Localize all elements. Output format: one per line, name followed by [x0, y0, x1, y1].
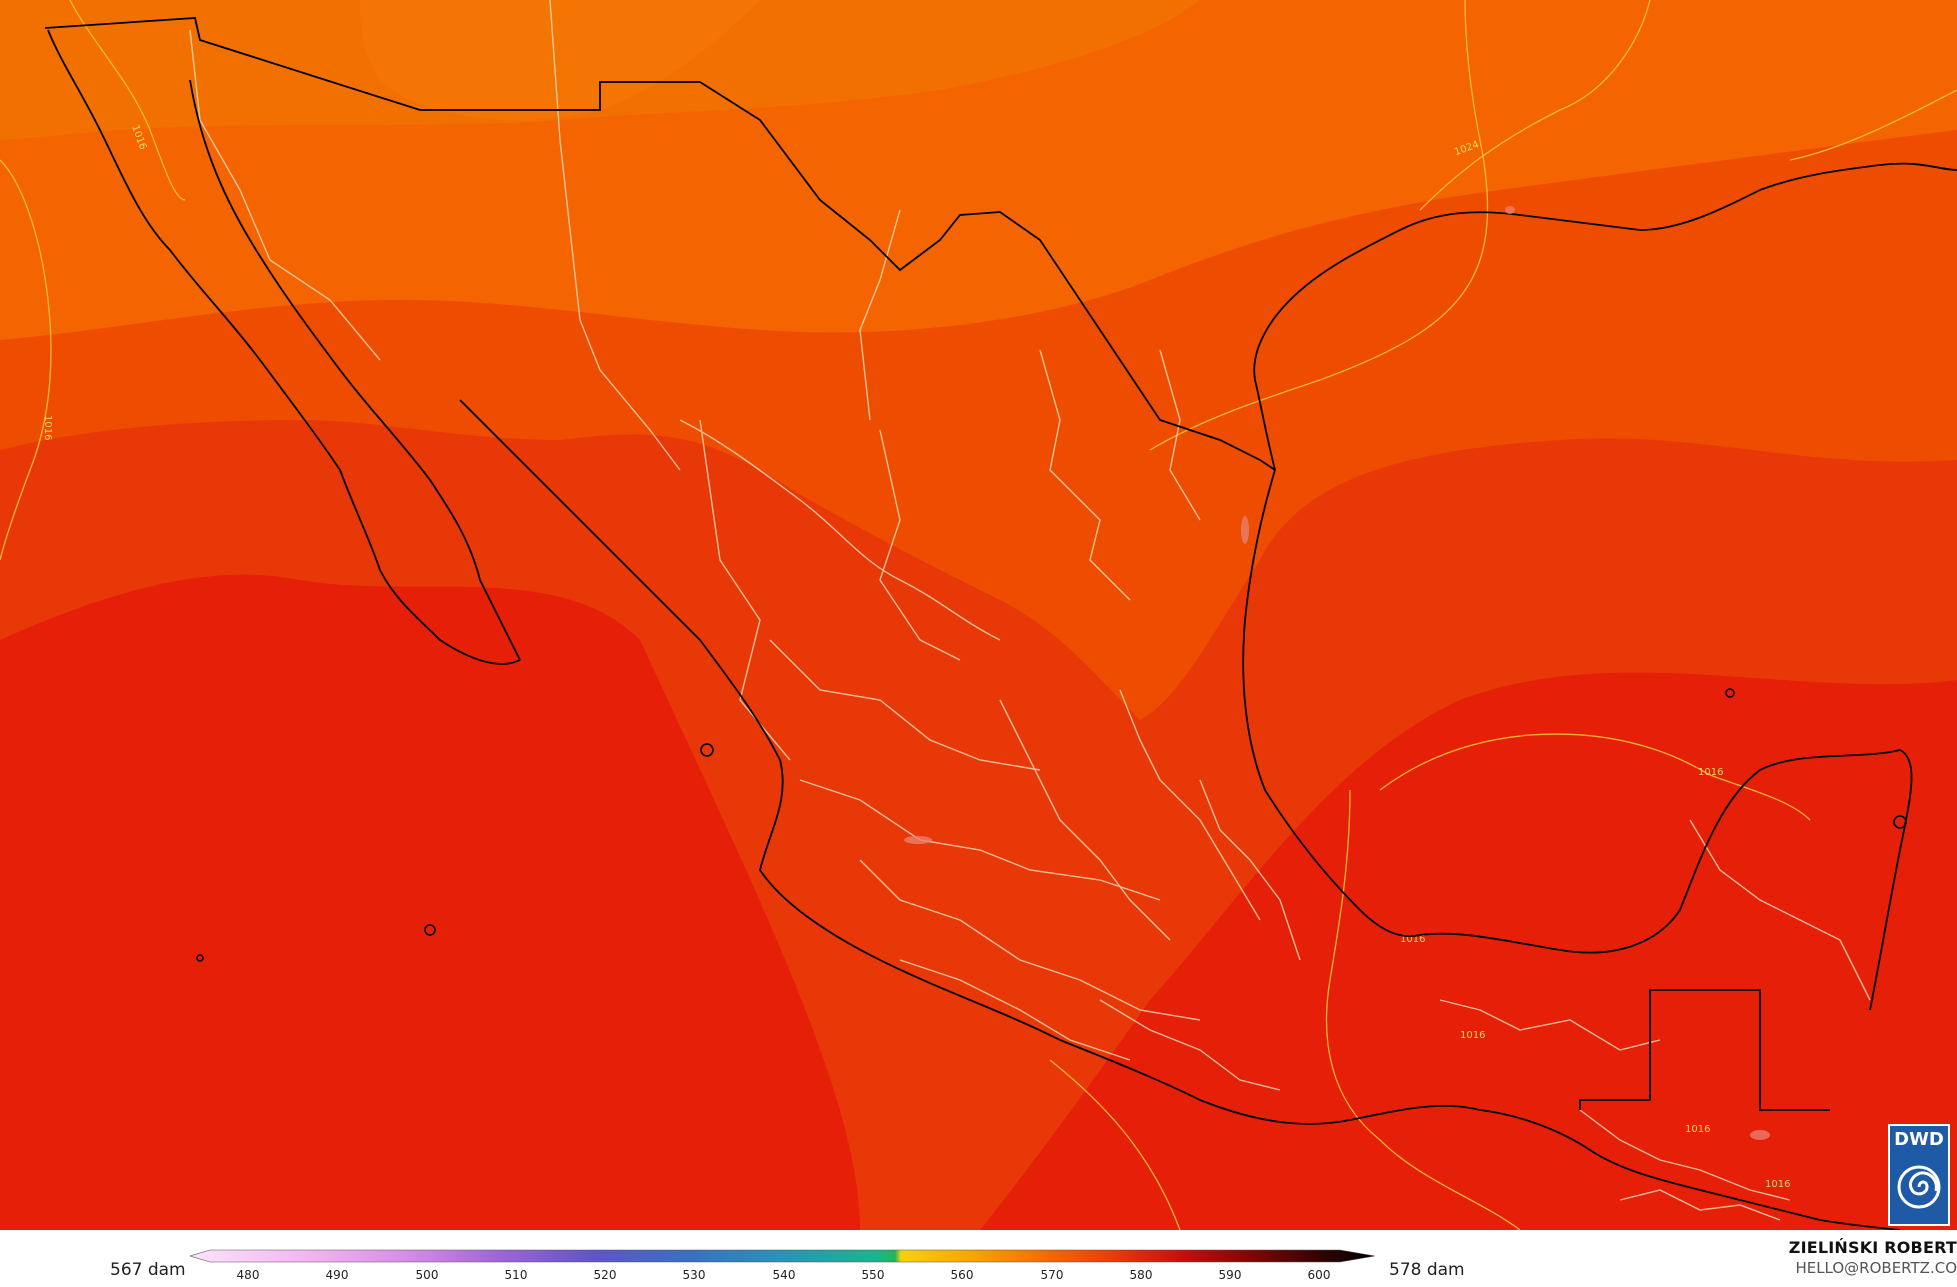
colorbar-ticks: 480 490 500 510 520 530 540 550 560 570 …: [237, 1268, 1331, 1282]
us-mexico-border: [44, 17, 1276, 471]
coastlines: [44, 17, 1957, 1230]
mainland-pacific-coast: [459, 399, 1481, 1125]
colorbar-tick: 530: [683, 1268, 706, 1282]
colorbar-tick: 550: [862, 1268, 885, 1282]
texas-coast: [1253, 162, 1957, 471]
lake: [1750, 1130, 1770, 1140]
colorbar-tick: 600: [1308, 1268, 1331, 1282]
state-border: [879, 429, 961, 661]
min-value-label: 567 dam: [110, 1260, 186, 1280]
state-border: [1099, 999, 1281, 1091]
isobar-line: [1419, 0, 1651, 211]
dwd-logo: DWD: [1888, 1124, 1950, 1226]
colorbar-tick: 500: [416, 1268, 439, 1282]
state-border: [769, 639, 1041, 771]
isobar-line: [1149, 0, 1489, 451]
state-border: [859, 859, 1201, 1021]
state-border: [899, 959, 1131, 1061]
colorbar-tick: 490: [326, 1268, 349, 1282]
colorbar-tick: 520: [594, 1268, 617, 1282]
state-border: [799, 779, 1161, 901]
height-field-bands: [0, 0, 1957, 1230]
isobar-label: 1016: [1698, 767, 1723, 778]
author-name: ZIELIŃSKI ROBERT: [1788, 1238, 1957, 1257]
colorbar: 480 490 500 510 520 530 540 550 560 570 …: [190, 1249, 1376, 1282]
isobar-label: 1016: [1400, 934, 1425, 945]
colorbar-tick: 560: [951, 1268, 974, 1282]
swirl-icon: [1897, 1165, 1941, 1209]
baja-peninsula-west: [47, 29, 521, 665]
state-border: [1619, 1189, 1781, 1221]
state-border: [679, 419, 1001, 641]
island: [424, 924, 436, 936]
lakes: [904, 206, 1770, 1140]
borders: [189, 0, 1871, 1221]
dwd-logo-text: DWD: [1894, 1129, 1944, 1150]
baja-peninsula-east: [189, 79, 521, 661]
isobar-line: [0, 159, 52, 561]
author-email: HELLO@ROBERTZ.CO: [1795, 1259, 1957, 1277]
author-credit: ZIELIŃSKI ROBERT HELLO@ROBERTZ.CO: [1789, 1238, 1957, 1277]
colorbar-ramp: [190, 1249, 1376, 1263]
isobar-line: [1049, 1059, 1181, 1230]
colorbar-tick: 570: [1041, 1268, 1064, 1282]
island: [1893, 815, 1907, 829]
isobar-label: 1016: [1460, 1030, 1485, 1041]
state-border: [1689, 819, 1871, 1001]
gulf-coast: [1242, 469, 1913, 1011]
map-canvas: 1016 1016 1024 1016 1016 1016 1016 1016: [0, 0, 1957, 1230]
isobar-line: [1379, 733, 1811, 821]
state-border: [1199, 779, 1301, 961]
state-border: [1579, 1109, 1791, 1201]
isobar-line: [1789, 89, 1957, 161]
isobar-label: 1016: [1685, 1124, 1710, 1135]
isobar-contours: [0, 0, 1957, 1230]
guatemala-border: [1579, 989, 1830, 1111]
lake: [1241, 516, 1249, 544]
isobar-line: [69, 0, 186, 201]
state-border: [1119, 689, 1261, 921]
state-border: [1439, 999, 1661, 1051]
state-border: [1039, 349, 1131, 601]
central-america-coast: [1479, 1109, 1901, 1230]
state-border: [549, 0, 681, 471]
islands: [196, 688, 1907, 962]
max-value-label: 578 dam: [1389, 1260, 1465, 1280]
weather-map: 1016 1016 1024 1016 1016 1016 1016 1016: [0, 0, 1957, 1230]
isobar-label: 1016: [1765, 1179, 1790, 1190]
island: [196, 954, 204, 962]
state-border: [1159, 349, 1201, 521]
colorbar-tick: 580: [1130, 1268, 1153, 1282]
colorbar-tick: 590: [1219, 1268, 1242, 1282]
isobar-line: [1325, 789, 1521, 1230]
lake: [904, 836, 932, 844]
band-lighter-patch: [360, 0, 760, 120]
lake: [1505, 206, 1515, 214]
colorbar-tick: 510: [505, 1268, 528, 1282]
island: [700, 743, 714, 757]
colorbar-tick: 540: [773, 1268, 796, 1282]
state-border: [189, 29, 381, 361]
island: [1725, 688, 1735, 698]
state-border: [859, 209, 901, 421]
isobar-label: 1016: [42, 415, 53, 440]
state-border: [999, 699, 1171, 941]
colorbar-tick: 480: [237, 1268, 260, 1282]
legend-bar: 567 dam: [0, 1230, 1957, 1287]
